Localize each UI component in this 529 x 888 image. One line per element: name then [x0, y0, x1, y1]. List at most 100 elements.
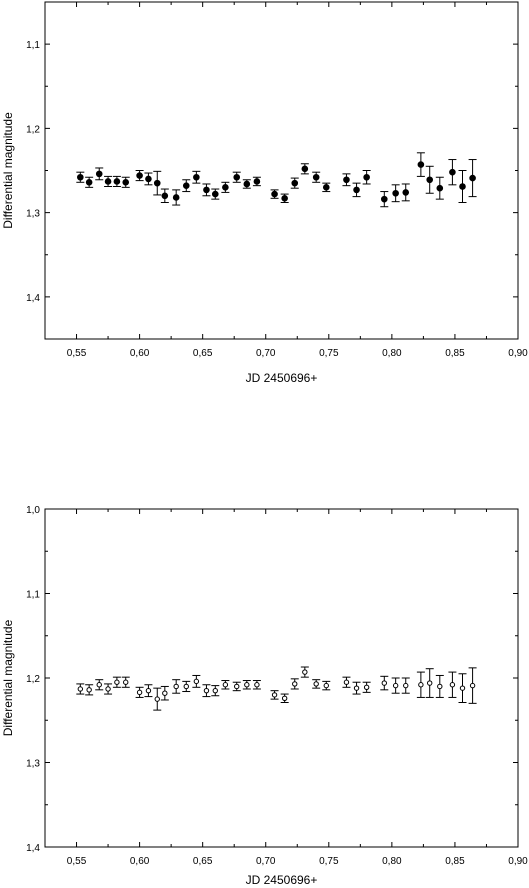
data-point: [323, 682, 329, 689]
data-point: [234, 683, 240, 690]
x-axis-label: JD 2450696+: [246, 371, 318, 385]
x-axis-label: JD 2450696+: [246, 873, 318, 887]
plot-frame: [44, 508, 519, 848]
data-point: [427, 680, 433, 686]
data-point: [312, 173, 320, 181]
data-point: [114, 679, 120, 685]
data-point: [183, 683, 189, 690]
data-point: [271, 190, 278, 198]
data-point: [105, 686, 111, 692]
y-tick-label: 1,2: [26, 124, 40, 135]
data-point: [203, 186, 210, 194]
data-point: [162, 690, 168, 696]
data-point: [449, 682, 456, 688]
data-point: [211, 190, 219, 198]
data-point: [203, 687, 210, 694]
data-point: [459, 685, 466, 691]
data-point: [302, 669, 308, 675]
data-point: [363, 684, 370, 690]
data-point: [253, 178, 261, 185]
x-tick-label: 0,75: [319, 856, 339, 867]
data-point: [85, 178, 93, 186]
x-tick-label: 0,70: [256, 856, 276, 867]
data-point: [343, 679, 350, 685]
data-point: [363, 173, 370, 181]
data-point: [104, 178, 112, 185]
data-point: [222, 682, 229, 688]
data-point: [161, 192, 169, 200]
data-point: [77, 173, 84, 181]
data-point: [96, 682, 102, 688]
y-tick-label: 1,4: [26, 843, 40, 854]
data-point: [436, 184, 444, 192]
data-point: [469, 682, 476, 689]
x-tick-label: 0,70: [256, 348, 276, 359]
data-point: [123, 679, 129, 685]
data-point: [113, 178, 121, 185]
data-point: [459, 183, 466, 190]
x-tick-label: 0,75: [319, 348, 339, 359]
data-point: [313, 681, 319, 687]
plot-frame: [44, 1, 519, 340]
data-point: [418, 682, 424, 688]
data-point: [292, 681, 298, 687]
y-tick-label: 1,0: [26, 505, 40, 516]
x-tick-label: 0,90: [508, 856, 528, 867]
data-point: [343, 176, 350, 184]
data-point: [182, 182, 190, 189]
data-point: [244, 682, 250, 688]
data-point: [136, 689, 143, 696]
x-tick-label: 0,60: [130, 856, 150, 867]
x-tick-label: 0,85: [445, 856, 465, 867]
top-light-curve-panel: 0,55 0,60 0,65 0,70 0,75 0,80 0,85 0,90 1,1 1,2 1,…: [1, 1, 528, 385]
y-tick-label: 1,1: [26, 40, 40, 51]
x-tick-label: 0,65: [193, 348, 213, 359]
data-point: [222, 184, 229, 191]
data-point: [392, 682, 399, 689]
data-point: [392, 189, 399, 197]
x-tick-label: 0,90: [508, 348, 528, 359]
data-point: [95, 170, 103, 178]
y-tick-label: 1,2: [26, 674, 40, 685]
data-point: [437, 683, 443, 690]
data-point: [173, 683, 179, 690]
data-point: [271, 692, 278, 698]
data-point: [353, 685, 360, 691]
data-point: [281, 695, 288, 701]
y-tick-label: 1,3: [26, 209, 40, 220]
data-point: [402, 189, 410, 196]
data-point: [254, 682, 260, 688]
data-point: [172, 194, 180, 201]
y-axis-label: Differential magnitude: [1, 112, 15, 229]
data-point: [469, 174, 476, 182]
data-point: [86, 687, 92, 693]
data-point: [243, 180, 251, 188]
x-tick-label: 0,65: [193, 856, 213, 867]
data-point: [403, 682, 409, 689]
data-point: [122, 178, 130, 186]
data-point: [77, 686, 84, 692]
data-point: [322, 184, 330, 191]
data-point: [353, 186, 360, 194]
y-tick-label: 1,3: [26, 759, 40, 770]
data-point: [153, 179, 161, 187]
x-tick-label: 0,85: [445, 348, 465, 359]
y-axis-label: Differential magnitude: [1, 619, 15, 736]
data-point: [380, 195, 388, 203]
data-point: [136, 172, 143, 179]
data-point: [145, 175, 152, 183]
data-point: [281, 195, 288, 202]
y-tick-label: 1,4: [26, 293, 40, 304]
data-point: [193, 678, 200, 685]
data-point: [381, 680, 387, 686]
data-point: [449, 168, 456, 176]
data-point: [301, 165, 309, 173]
x-tick-label: 0,60: [130, 348, 150, 359]
x-tick-label: 0,55: [67, 856, 87, 867]
x-tick-label: 0,80: [382, 856, 402, 867]
data-point: [145, 687, 152, 694]
data-point: [233, 173, 241, 181]
bottom-light-curve-panel: 0,55 0,60 0,65 0,70 0,75 0,80 0,85 0,90 1,0 1,1 1,…: [1, 505, 528, 887]
data-point: [417, 161, 425, 168]
